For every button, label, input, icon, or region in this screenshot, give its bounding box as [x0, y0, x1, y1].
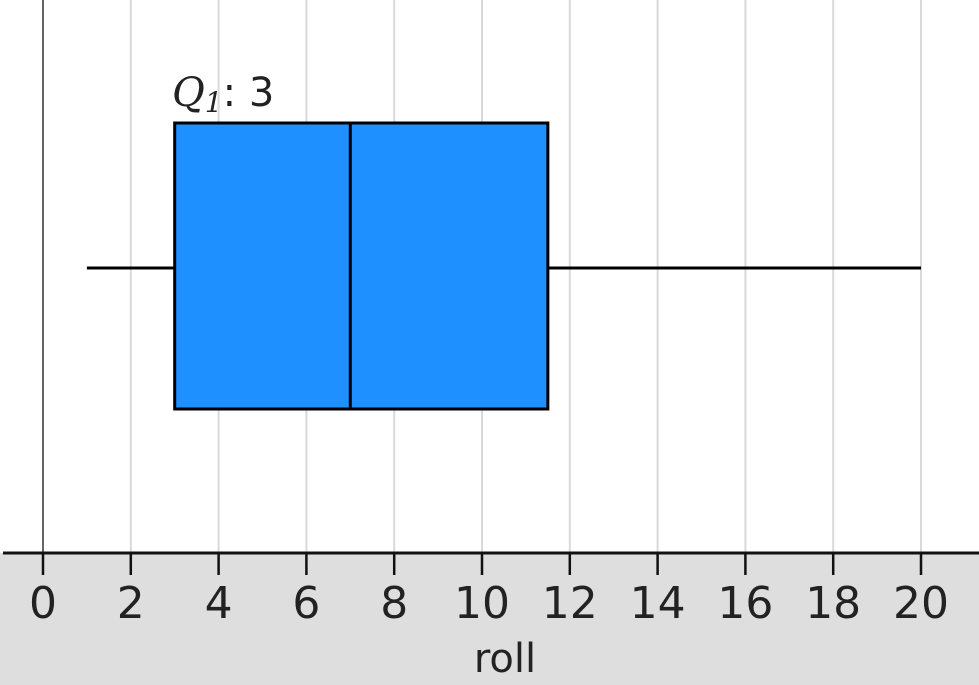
x-axis-ticks: 0 2 4 6 8 10 12 14 16 18 20	[29, 553, 949, 629]
quartile-separator: :	[223, 70, 249, 116]
x-tick-label: 20	[893, 578, 949, 629]
quartile-subscript: 1	[205, 86, 223, 119]
x-tick-label: 16	[717, 578, 773, 629]
x-tick-label: 0	[29, 578, 57, 629]
box-plot[interactable]	[86, 121, 921, 411]
interquartile-box[interactable]	[173, 121, 550, 411]
x-tick-label: 8	[380, 578, 408, 629]
x-tick-label: 2	[117, 578, 145, 629]
x-tick-label: 10	[454, 578, 510, 629]
x-axis-title: roll	[474, 636, 536, 682]
x-axis-band	[0, 553, 979, 685]
x-tick-label: 4	[205, 578, 233, 629]
quartile-tooltip: Q1: 3	[172, 70, 274, 119]
x-tick-label: 12	[542, 578, 598, 629]
x-tick-label: 14	[630, 578, 686, 629]
quartile-value: 3	[249, 70, 274, 116]
x-tick-label: 18	[805, 578, 861, 629]
quartile-symbol: Q	[172, 70, 205, 116]
x-tick-label: 6	[292, 578, 320, 629]
